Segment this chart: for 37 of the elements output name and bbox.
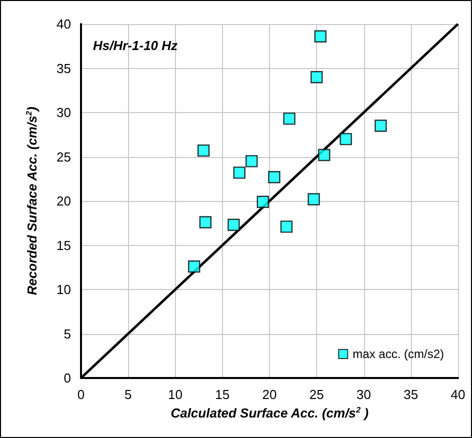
x-tick-label: 25 (309, 387, 324, 402)
legend-label: max acc. (cm/s2) (352, 347, 444, 361)
point (188, 260, 200, 273)
x-tick-label: 20 (262, 387, 277, 402)
point (280, 220, 293, 233)
point (318, 148, 330, 162)
point (308, 193, 320, 206)
annotation: Hs/Hr-1-10 Hz (93, 38, 178, 53)
point (310, 71, 323, 84)
point (233, 166, 246, 179)
y-tick-label: 40 (56, 16, 71, 32)
point (256, 196, 269, 208)
point (374, 120, 387, 132)
y-tick-label: 35 (56, 60, 71, 76)
x-tick-label: 0 (77, 387, 85, 402)
y-axis-title: Recorded Surface Acc. (cm/s2) (24, 106, 40, 296)
y-tick-label: 20 (56, 194, 71, 208)
point (228, 218, 240, 231)
y-tick-label: 10 (56, 282, 71, 297)
x-tick-label: 15 (215, 387, 230, 402)
point (245, 155, 258, 168)
point (340, 132, 352, 146)
point (197, 144, 210, 157)
y-tick-label: 25 (56, 149, 71, 164)
x-tick-label: 30 (356, 387, 371, 402)
y-tick-label: 0 (64, 370, 71, 386)
y-tick-label: 5 (64, 326, 71, 342)
y-tick-label: 15 (56, 238, 71, 253)
point (283, 112, 296, 125)
x-tick-label: 10 (168, 387, 182, 402)
point (199, 216, 212, 228)
y-tick-label: 30 (56, 105, 71, 120)
x-tick-label: 35 (404, 387, 418, 402)
x-tick-label: 5 (124, 387, 132, 402)
point (268, 171, 280, 184)
x-tick-label: 40 (450, 387, 466, 402)
point (314, 30, 326, 42)
